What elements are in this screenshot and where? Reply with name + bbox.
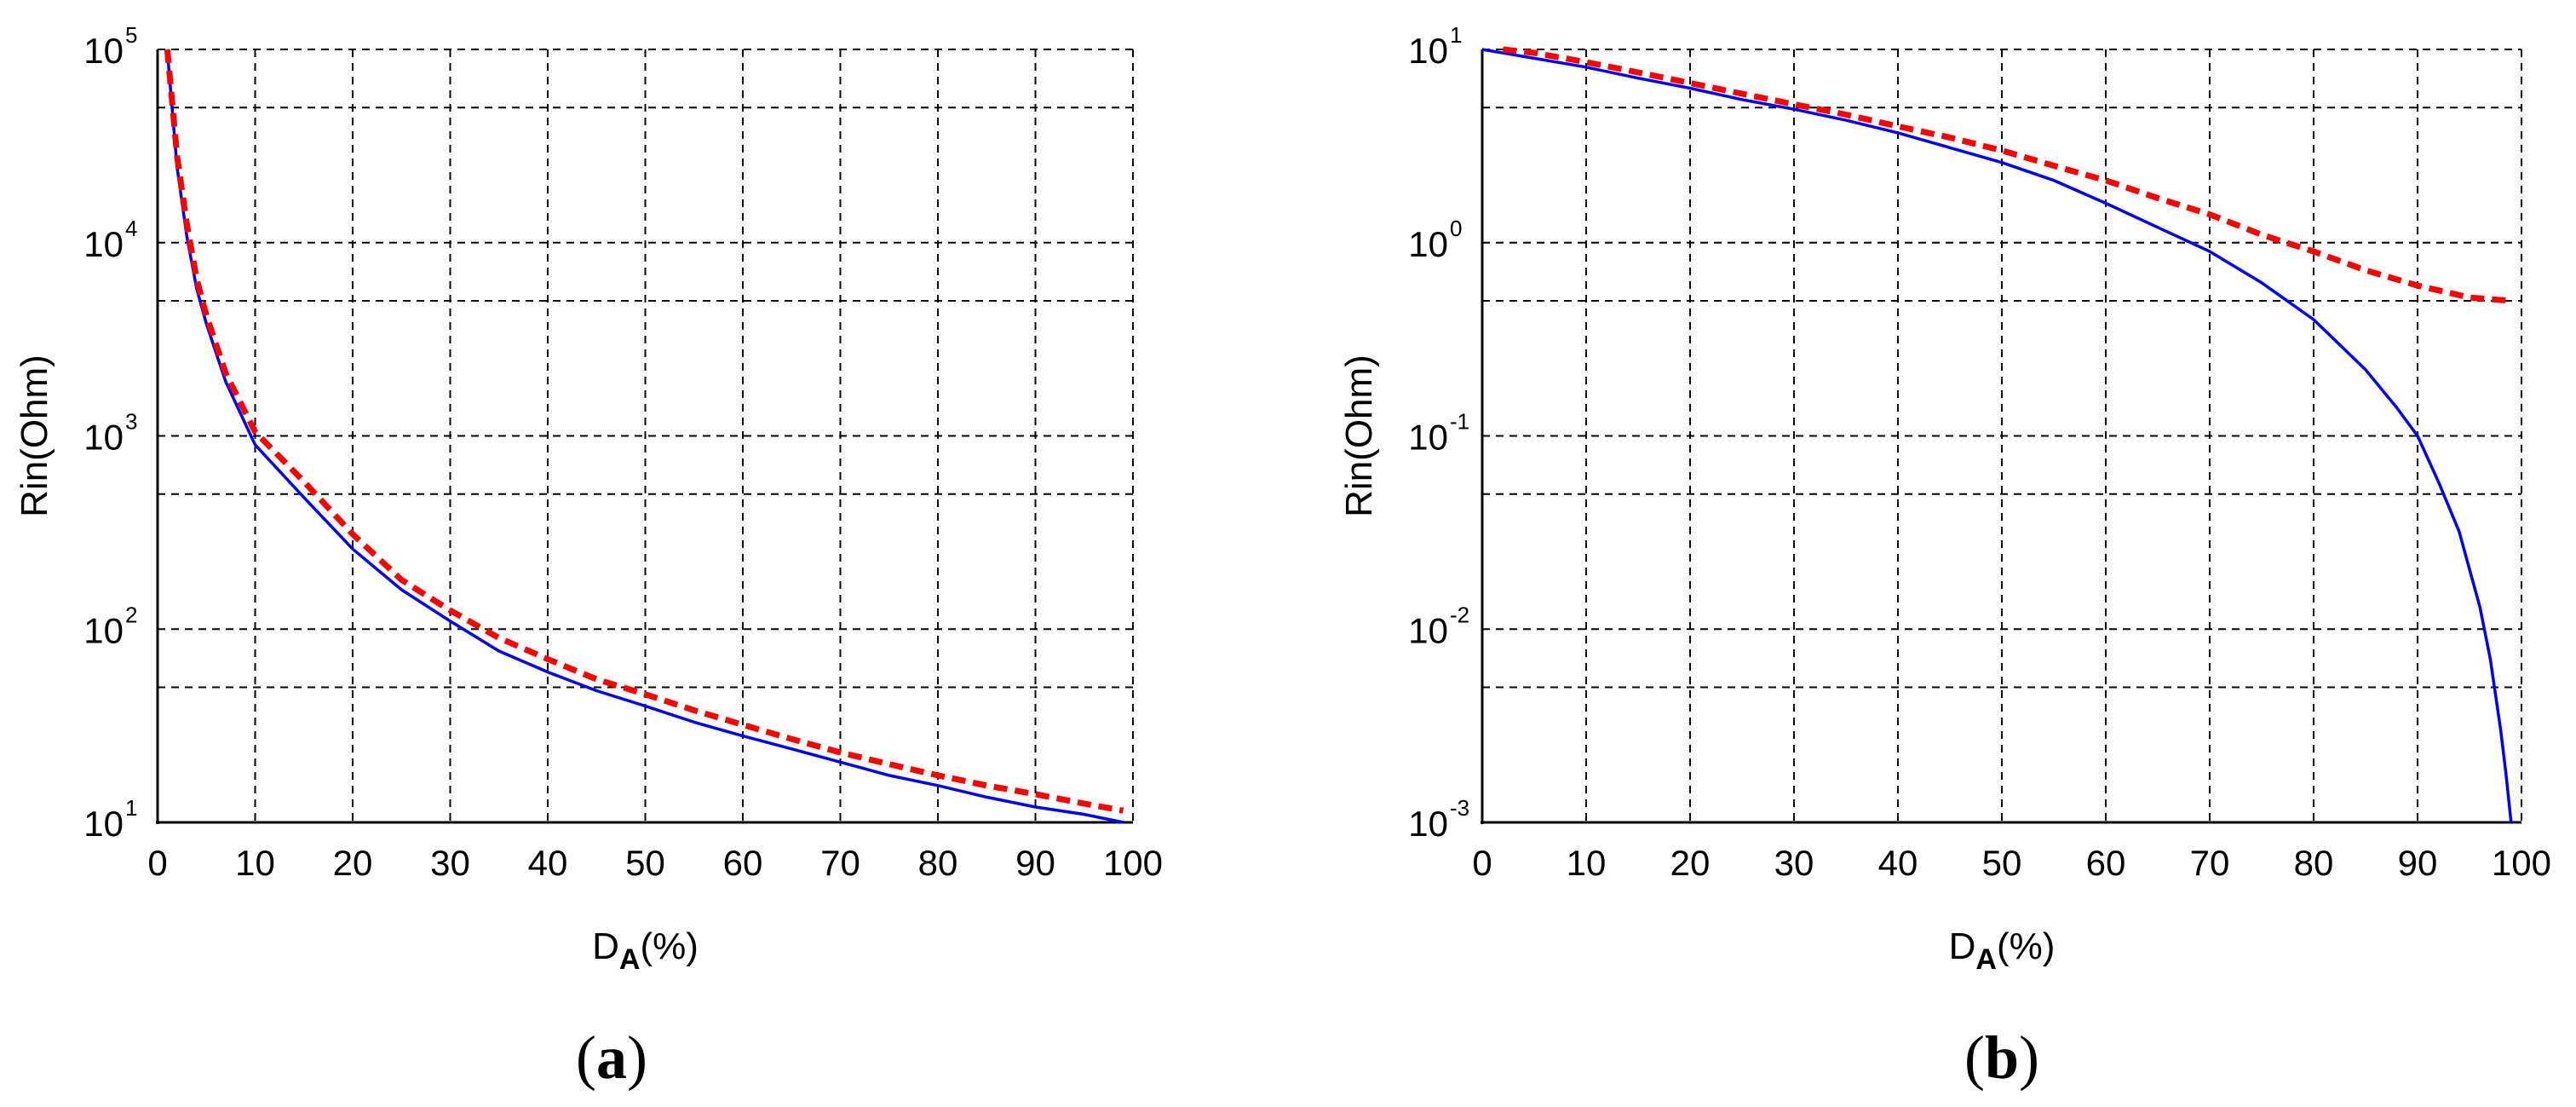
x-tick-label: 0	[147, 843, 167, 883]
x-tick-label: 90	[1015, 843, 1055, 883]
y-tick-label: 10	[83, 224, 124, 264]
x-tick-label: 40	[1878, 843, 1918, 883]
x-axis-label-main: D	[1949, 925, 1976, 967]
x-tick-label: 90	[2398, 843, 2438, 883]
panel-label-letter: b	[1985, 1023, 2019, 1092]
y-tick-label: 10	[83, 31, 124, 71]
y-tick-exponent: -3	[1450, 795, 1469, 821]
panel-label-open: (	[1964, 1023, 1985, 1092]
panel-label-letter: a	[596, 1023, 627, 1092]
series-line-red-dashed	[1503, 46, 2512, 304]
y-tick-exponent: 1	[125, 795, 137, 821]
x-tick-label: 10	[1567, 843, 1607, 883]
y-tick-exponent: 3	[125, 409, 137, 435]
y-tick-exponent: 1	[1450, 22, 1462, 48]
y-axis-label: Rin(Ohm)	[14, 355, 55, 517]
panel-label: (b)	[1964, 1023, 2039, 1092]
y-tick-exponent: 0	[1450, 216, 1462, 241]
series-line-blue-solid	[1481, 48, 2513, 823]
panel-label: (a)	[576, 1023, 647, 1092]
x-tick-label: 20	[1670, 843, 1711, 883]
y-tick-label: 10	[83, 804, 124, 844]
y-tick-exponent: 4	[125, 216, 137, 241]
x-tick-label: 40	[528, 843, 568, 883]
panel-label-close: )	[627, 1023, 647, 1092]
x-tick-label: 50	[625, 843, 665, 883]
x-tick-label: 60	[2086, 843, 2126, 883]
x-tick-label: 10	[235, 843, 275, 883]
y-tick-label: 10	[1408, 31, 1448, 71]
x-tick-label: 70	[2190, 843, 2230, 883]
y-tick-label: 10	[1408, 224, 1448, 264]
y-tick-exponent: -2	[1450, 602, 1469, 627]
x-tick-label: 60	[723, 843, 763, 883]
x-axis-label-unit: (%)	[1997, 925, 2055, 967]
x-axis-label-subscript: A	[1975, 943, 1997, 976]
panel-label-open: (	[576, 1023, 596, 1092]
panel-label-close: )	[2019, 1023, 2039, 1092]
y-tick-label: 10	[1408, 610, 1448, 650]
y-tick-label: 10	[83, 610, 124, 650]
y-tick-exponent: 2	[125, 602, 137, 627]
x-axis-label-subscript: A	[619, 943, 641, 976]
x-tick-label: 80	[2294, 843, 2334, 883]
x-tick-label: 20	[333, 843, 373, 883]
x-tick-label: 30	[430, 843, 470, 883]
x-tick-label: 30	[1774, 843, 1814, 883]
x-axis-label-main: D	[592, 925, 619, 967]
x-axis-label: DA(%)	[592, 925, 699, 976]
x-tick-label: 80	[918, 843, 958, 883]
y-tick-label: 10	[1408, 804, 1448, 844]
x-tick-label: 0	[1472, 843, 1492, 883]
grid	[1482, 49, 2522, 822]
x-tick-label: 50	[1982, 843, 2022, 883]
grid	[158, 49, 1134, 822]
series-line-red-dashed	[164, 49, 1124, 814]
x-tick-label: 100	[2492, 843, 2551, 883]
y-tick-exponent: 5	[125, 22, 137, 48]
y-tick-label: 10	[83, 418, 124, 458]
x-axis-label-unit: (%)	[640, 925, 698, 967]
x-tick-label: 100	[1103, 843, 1163, 883]
y-tick-exponent: -1	[1450, 409, 1469, 435]
y-axis-label: Rin(Ohm)	[1338, 355, 1380, 517]
y-tick-label: 10	[1408, 418, 1448, 458]
x-tick-label: 70	[820, 843, 860, 883]
x-axis-label: DA(%)	[1949, 925, 2056, 976]
